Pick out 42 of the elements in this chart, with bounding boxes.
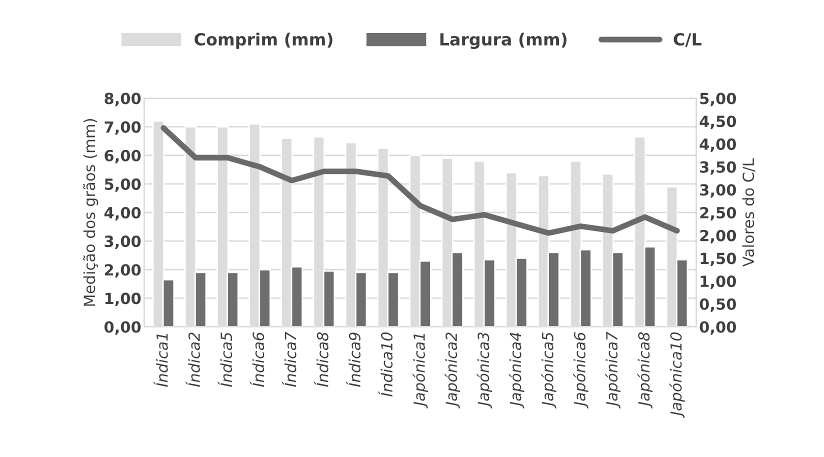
x-tick-label: Índica5 (218, 332, 232, 387)
y-tick-label: 0,00 (104, 321, 141, 335)
y-tick-label: 1,00 (105, 292, 141, 306)
x-tick-label: Índica7 (282, 332, 296, 387)
x-tick-label: Índica6 (250, 332, 264, 387)
y2-axis-title: Valores do C/L (742, 158, 756, 267)
x-tick-label: Japónica1 (412, 334, 428, 408)
y-axis-title: Medição dos grãos (mm) (83, 119, 98, 306)
x-tick-label: Índica10 (378, 332, 393, 397)
x-tick-label: Japónica4 (508, 332, 524, 408)
y2-tick-label: 4,00 (700, 138, 736, 152)
y-tick-label: 7,00 (104, 121, 141, 135)
x-tick-label: Índica1 (154, 334, 168, 387)
y2-tick-label: 0,00 (700, 321, 736, 335)
x-tick-label: Japónica8 (637, 332, 653, 408)
x-tick-label: Índica8 (314, 332, 328, 387)
x-tick-label: Japónica2 (444, 332, 460, 408)
y-tick-label: 6,00 (104, 150, 141, 164)
y2-tick-label: 2,00 (700, 230, 736, 244)
y-tick-label: 2,00 (104, 264, 141, 278)
x-tick-label: Índica2 (186, 332, 200, 387)
y2-tick-label: 1,50 (700, 252, 736, 266)
legend-label: C/L (674, 33, 702, 47)
y2-tick-label: 1,00 (700, 276, 736, 290)
x-tick-label: Japónica3 (476, 332, 492, 408)
y2-tick-label: 3,00 (700, 184, 736, 198)
legend-label: Largura (mm) (440, 32, 567, 49)
y2-tick-label: 3,50 (700, 161, 736, 175)
x-tick-label: Japónica10 (669, 332, 685, 418)
y2-tick-label: 0,50 (700, 298, 736, 312)
y2-tick-label: 4,50 (700, 116, 736, 130)
x-tick-label: Japónica5 (540, 332, 556, 408)
y-tick-label: 4,00 (104, 206, 141, 220)
y-tick-label: 3,00 (104, 236, 141, 250)
y2-tick-label: 2,50 (700, 206, 736, 220)
legend-label: Comprim (mm) (194, 32, 332, 49)
y-tick-label: 8,00 (104, 92, 141, 106)
x-tick-label: Japónica6 (573, 332, 588, 408)
y-tick-label: 5,00 (104, 178, 141, 192)
x-tick-label: Índica9 (346, 332, 360, 387)
y2-tick-label: 5,00 (700, 92, 736, 106)
x-tick-label: Japónica7 (605, 332, 621, 408)
